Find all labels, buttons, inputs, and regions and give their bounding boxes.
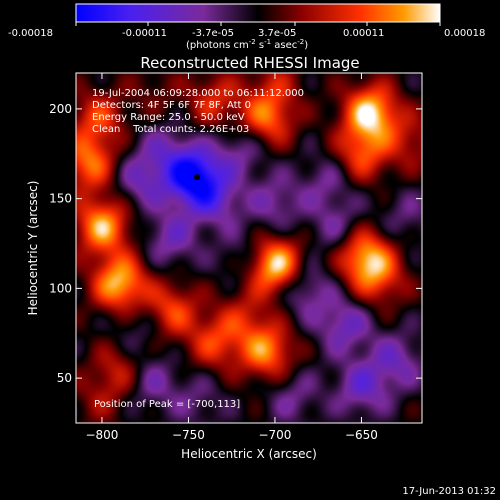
info-line: 19-Jul-2004 06:09:28.000 to 06:11:12.000 — [92, 88, 304, 99]
plot-frame — [75, 72, 423, 424]
colorbar — [76, 4, 440, 22]
colorbar-tick-label: -3.7e-05 — [192, 28, 234, 39]
chart-title: Reconstructed RHESSI Image — [140, 54, 359, 72]
y-tick-label: 50 — [57, 371, 72, 385]
colorbar-tick-label: 0.00011 — [343, 28, 384, 39]
footer-date: 17-Jun-2013 01:32 — [402, 486, 496, 497]
y-axis: 50 100 150 200 — [49, 102, 422, 385]
y-tick-label: 100 — [49, 281, 72, 295]
peak-position-label: Position of Peak = [-700,113] — [94, 399, 240, 410]
info-line: Energy Range: 25.0 - 50.0 keV — [92, 112, 245, 123]
y-tick-label: 200 — [49, 102, 72, 116]
info-line: Detectors: 4F 5F 6F 7F 8F, Att 0 — [92, 100, 251, 111]
peak-marker — [194, 174, 201, 181]
x-tick-label: −650 — [345, 428, 378, 442]
x-tick-label: −700 — [258, 428, 291, 442]
colorbar-tick-label: 3.7e-05 — [258, 28, 296, 39]
x-tick-label: −750 — [172, 428, 205, 442]
colorbar-tick-label: 0.00018 — [444, 28, 485, 39]
colorbar-tick-label: -0.00011 — [122, 28, 167, 39]
heatmap-image — [76, 73, 422, 423]
colorbar-units: (photons cm-2 s-1 asec-2) — [186, 38, 308, 51]
y-tick-label: 150 — [49, 192, 72, 206]
x-tick-label: −800 — [85, 428, 118, 442]
x-axis: −800 −750 −700 −650 — [85, 73, 378, 442]
colorbar-tick-label: -0.00018 — [8, 28, 53, 39]
y-axis-label: Heliocentric Y (arcsec) — [26, 181, 40, 316]
info-line: Clean Total counts: 2.26E+03 — [92, 124, 249, 135]
colorbar-ticks — [75, 22, 441, 26]
x-axis-label: Heliocentric X (arcsec) — [181, 447, 317, 461]
